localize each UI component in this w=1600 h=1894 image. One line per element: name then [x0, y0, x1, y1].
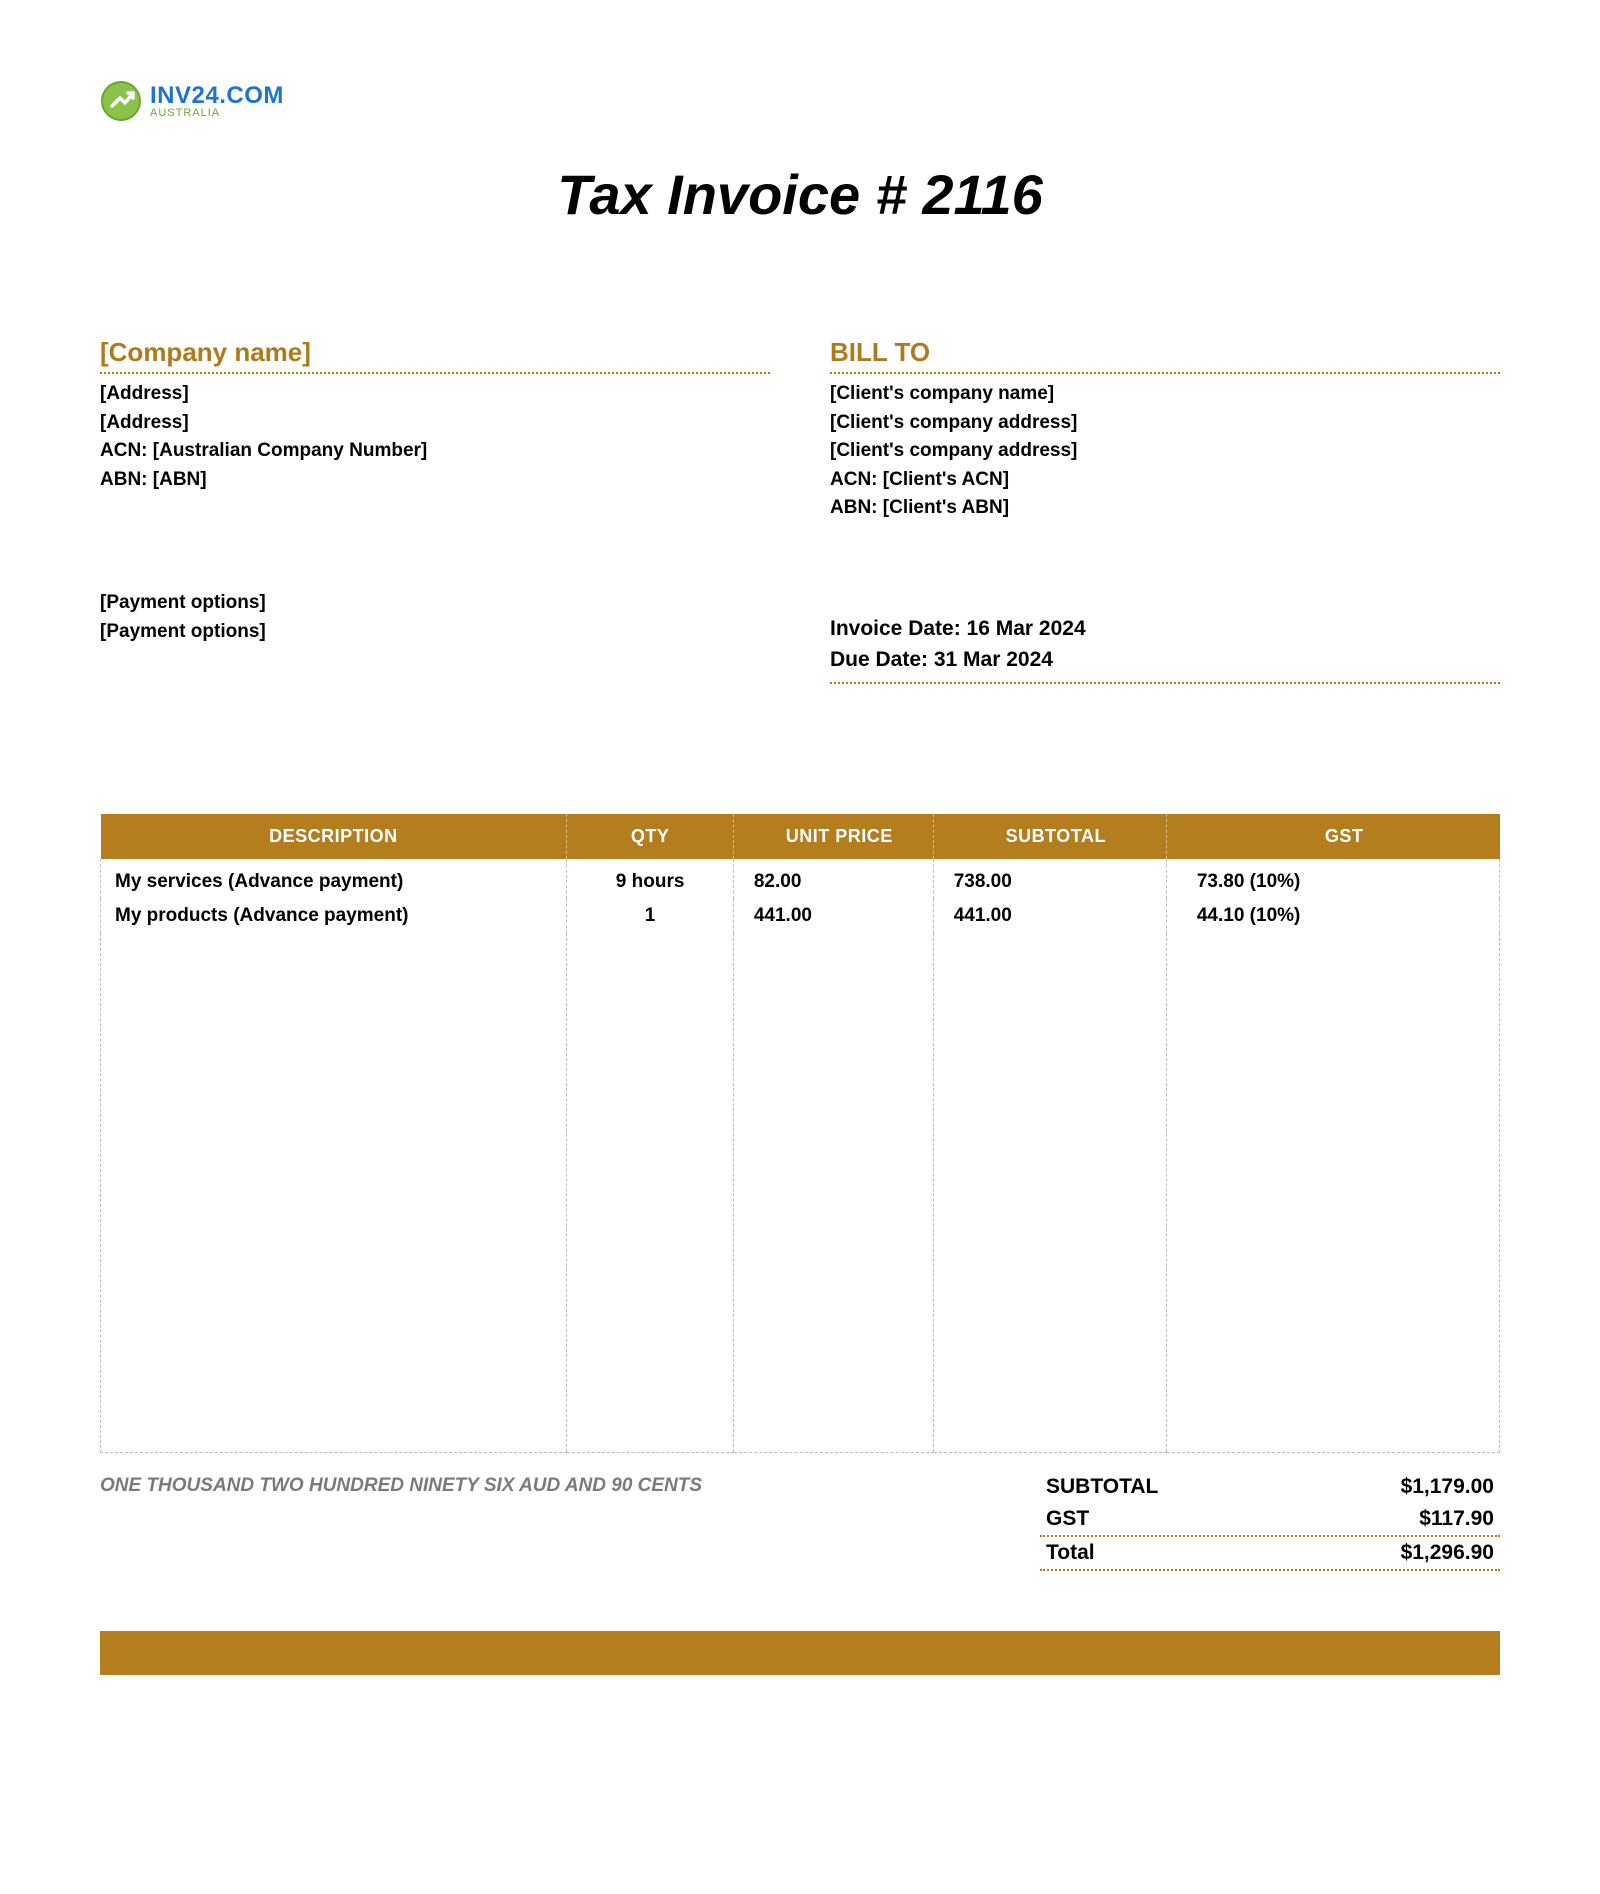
table-spacer [101, 933, 1500, 1453]
gst-label: GST [1046, 1507, 1089, 1531]
payment-option: [Payment options] [100, 618, 770, 647]
payment-options-block: [Payment options] [Payment options] [100, 589, 770, 646]
totals-block: SUBTOTAL $1,179.00 GST $117.90 Total $1,… [1040, 1471, 1500, 1571]
billto-line: ABN: [Client's ABN] [830, 494, 1500, 523]
logo-icon [100, 80, 142, 122]
logo-main-text: INV24.COM [150, 84, 284, 108]
cell-unit-price: 82.00 [733, 859, 933, 899]
billto-line: [Client's company address] [830, 437, 1500, 466]
subtotal-value: $1,179.00 [1401, 1475, 1494, 1499]
th-unit-price: UNIT PRICE [733, 814, 933, 859]
logo-sub-text: AUSTRALIA [150, 108, 284, 119]
amount-in-words: ONE THOUSAND TWO HUNDRED NINETY SIX AUD … [100, 1471, 980, 1571]
cell-description: My products (Advance payment) [101, 899, 567, 933]
bottom-row: ONE THOUSAND TWO HUNDRED NINETY SIX AUD … [100, 1471, 1500, 1571]
invoice-page: INV24.COM AUSTRALIA Tax Invoice # 2116 [… [0, 0, 1600, 1735]
cell-gst: 73.80 (10%) [1166, 859, 1499, 899]
billto-line: ACN: [Client's ACN] [830, 466, 1500, 495]
invoice-date: Invoice Date: 16 Mar 2024 [830, 613, 1500, 645]
th-qty: QTY [567, 814, 734, 859]
cell-subtotal: 738.00 [933, 859, 1166, 899]
billto-block: BILL TO [Client's company name] [Client'… [830, 337, 1500, 684]
info-row: [Company name] [Address] [Address] ACN: … [100, 337, 1500, 684]
items-table: DESCRIPTION QTY UNIT PRICE SUBTOTAL GST … [100, 814, 1500, 1454]
payment-option: [Payment options] [100, 589, 770, 618]
subtotal-label: SUBTOTAL [1046, 1475, 1158, 1499]
company-heading: [Company name] [100, 337, 770, 374]
billto-heading: BILL TO [830, 337, 1500, 374]
company-line: ACN: [Australian Company Number] [100, 437, 770, 466]
th-description: DESCRIPTION [101, 814, 567, 859]
company-line: [Address] [100, 380, 770, 409]
total-label: Total [1046, 1541, 1095, 1565]
cell-qty: 1 [567, 899, 734, 933]
total-value: $1,296.90 [1401, 1541, 1494, 1565]
cell-qty: 9 hours [567, 859, 734, 899]
footer-bar [100, 1631, 1500, 1675]
dates-block: Invoice Date: 16 Mar 2024 Due Date: 31 M… [830, 613, 1500, 684]
logo: INV24.COM AUSTRALIA [100, 80, 1500, 122]
th-subtotal: SUBTOTAL [933, 814, 1166, 859]
company-line: [Address] [100, 409, 770, 438]
cell-subtotal: 441.00 [933, 899, 1166, 933]
cell-description: My services (Advance payment) [101, 859, 567, 899]
gst-value: $117.90 [1419, 1507, 1494, 1531]
cell-unit-price: 441.00 [733, 899, 933, 933]
company-line: ABN: [ABN] [100, 466, 770, 495]
table-row: My services (Advance payment) 9 hours 82… [101, 859, 1500, 899]
table-row: My products (Advance payment) 1 441.00 4… [101, 899, 1500, 933]
billto-line: [Client's company address] [830, 409, 1500, 438]
th-gst: GST [1166, 814, 1499, 859]
invoice-title: Tax Invoice # 2116 [100, 162, 1500, 227]
billto-line: [Client's company name] [830, 380, 1500, 409]
company-block: [Company name] [Address] [Address] ACN: … [100, 337, 770, 684]
due-date: Due Date: 31 Mar 2024 [830, 644, 1500, 676]
cell-gst: 44.10 (10%) [1166, 899, 1499, 933]
